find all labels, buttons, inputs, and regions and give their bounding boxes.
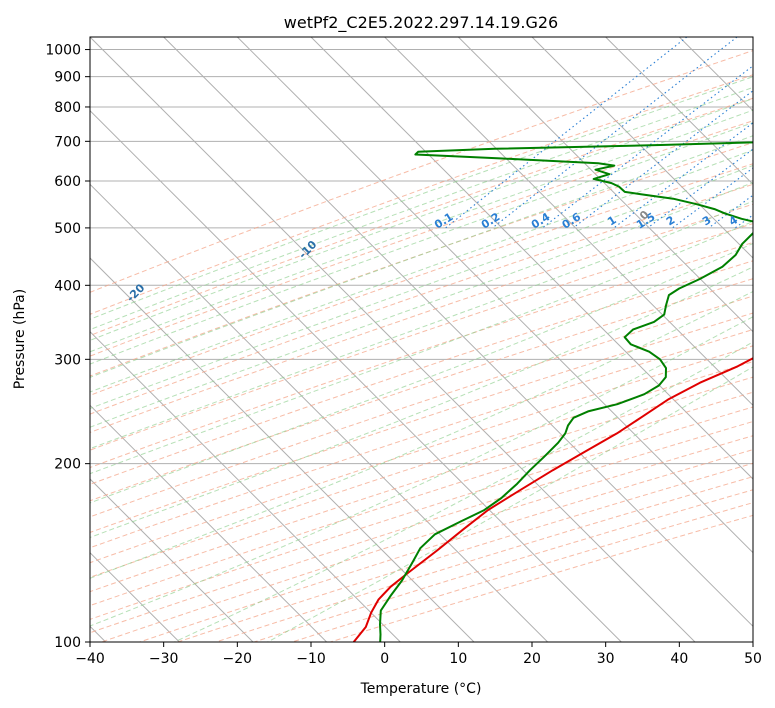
dry-adiabat-line [90,50,753,293]
dewpoint-line [379,141,753,642]
isotherm-line [384,37,753,407]
dry-adiabat-line [90,278,753,502]
moist-adiabat-line [90,200,753,450]
dry-adiabat-line [101,435,753,642]
dry-adiabat-line [90,142,753,377]
mixing-ratio-line [492,37,738,229]
dry-adiabat-line [215,476,753,642]
isotherm-line [236,37,753,554]
x-tick-label: 20 [523,651,541,667]
isotherm-line [90,257,475,642]
isotherm-line [90,109,622,642]
mixing-ratio-line [734,214,753,229]
grid-layer [90,37,753,642]
moist-adiabat-line [90,164,753,410]
isotherm-line [605,37,753,186]
isotherm-line [457,37,753,333]
isotherm-line [752,37,753,38]
moist-adiabat-line [90,266,753,539]
moist-adiabat-line [90,122,753,365]
axes-layer: −40 −30 −20 −10 0 10 20 30 40 50 100 200 300 400 500 60… [45,43,762,667]
dry-adiabat-line [330,514,753,642]
dry-adiabat-line [90,329,753,549]
x-tick-label: 50 [744,651,762,667]
moist-adiabat-line [90,242,753,504]
chart-title: wetPf2_C2E5.2022.297.14.19.G26 [284,13,558,33]
x-axis-title: Temperature (°C) [360,681,482,697]
background-lines-layer [90,37,753,642]
y-axis-title: Pressure (hPa) [12,289,28,389]
y-tick-label: 1000 [45,43,81,59]
mixing-ratio-label: 1 [605,213,618,228]
dry-adiabat-line [90,163,753,396]
mixing-ratio-line [572,90,753,229]
dry-adiabat-line [90,260,753,485]
dry-adiabat-line [90,391,753,607]
moist-adiabat-line [174,341,753,642]
temperature-line [352,357,753,642]
isotherm-line [531,37,753,259]
dry-adiabat-label: -10 [296,238,319,261]
dry-adiabat-line [177,462,753,642]
dry-adiabat-line [90,376,753,593]
y-tick-label: 900 [54,70,81,86]
y-tick-label: 800 [54,100,81,116]
plot-frame [89,36,754,643]
x-tick-label: −40 [75,651,105,667]
dry-adiabat-line [90,345,753,564]
x-tick-label: 40 [670,651,688,667]
y-tick-label: 300 [54,352,81,368]
y-tick-label: 100 [54,635,81,651]
isotherm-line [310,37,753,480]
x-tick-label: 30 [597,651,615,667]
x-tick-label: −20 [223,651,253,667]
dry-adiabat-line [90,241,753,469]
moist-adiabat-line [267,366,753,642]
dry-adiabat-line [90,97,753,337]
y-tick-label: 500 [54,221,81,237]
y-tick-label: 700 [54,134,81,150]
y-tick-label: 600 [54,174,81,190]
moist-adiabat-line [90,98,753,341]
isotherm-line [163,37,753,628]
mixing-ratio-label: 4 [727,213,741,228]
mixing-ratio-line [647,148,753,229]
x-tick-label: −10 [296,651,326,667]
isotherm-line [678,37,753,112]
dry-adiabat-line [90,312,753,533]
dry-adiabat-label: -20 [124,281,147,304]
x-tick-label: 10 [449,651,467,667]
mixing-ratio-line [445,37,688,229]
mixing-ratio-label: 2 [664,213,677,228]
isotherm-line [90,330,401,642]
x-tick-label: −30 [149,651,179,667]
y-tick-label: 200 [54,457,81,473]
isotherm-line [90,404,328,642]
isotherm-line [90,37,696,642]
moist-adiabat-line [90,76,753,320]
dry-adiabat-line [90,223,753,451]
x-tick-label: 0 [380,651,389,667]
y-tick-label: 400 [54,278,81,294]
series-layer [352,141,753,642]
mixing-ratio-label: 0.1 [432,210,455,231]
isotherm-line [90,183,549,642]
moist-adiabat-line [90,181,753,428]
moist-adiabat-line [90,149,753,393]
isotherm-line [90,478,254,642]
mixing-ratio-line [672,167,753,229]
dry-adiabat-line [90,295,753,518]
line-labels-layer: 0.10.20.40.611.5234-100-90-80-70-60-50-4… [124,208,741,305]
